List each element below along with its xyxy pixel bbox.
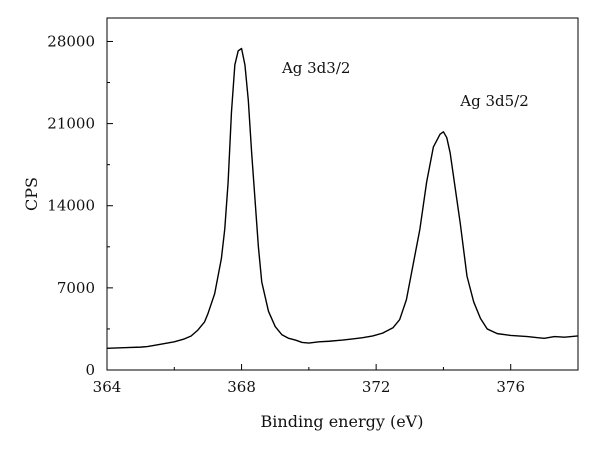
peak-label-2: Ag 3d5/2 xyxy=(459,92,529,110)
y-axis-tick-labels: 0 7000 14000 21000 28000 xyxy=(47,32,95,379)
x-axis-title: Binding energy (eV) xyxy=(261,412,424,431)
y-tick-label: 7000 xyxy=(57,279,95,297)
y-axis-ticks xyxy=(107,40,113,371)
y-axis-title: CPS xyxy=(22,177,41,211)
y-tick-label: 28000 xyxy=(47,32,95,50)
plot-frame xyxy=(106,17,579,371)
y-tick-label: 0 xyxy=(85,361,95,379)
y-tick-label: 21000 xyxy=(47,115,95,133)
x-tick-label: 376 xyxy=(496,378,525,396)
peak-label-1: Ag 3d3/2 xyxy=(281,59,351,77)
x-tick-label: 372 xyxy=(362,378,391,396)
x-tick-label: 364 xyxy=(93,378,122,396)
x-axis-ticks xyxy=(106,364,512,370)
y-tick-label: 14000 xyxy=(47,197,95,215)
x-tick-label: 368 xyxy=(227,378,256,396)
spectrum-line xyxy=(106,47,579,349)
x-axis-tick-labels: 364 368 372 376 xyxy=(93,378,525,396)
peak-annotations: Ag 3d3/2 Ag 3d5/2 xyxy=(281,59,529,110)
